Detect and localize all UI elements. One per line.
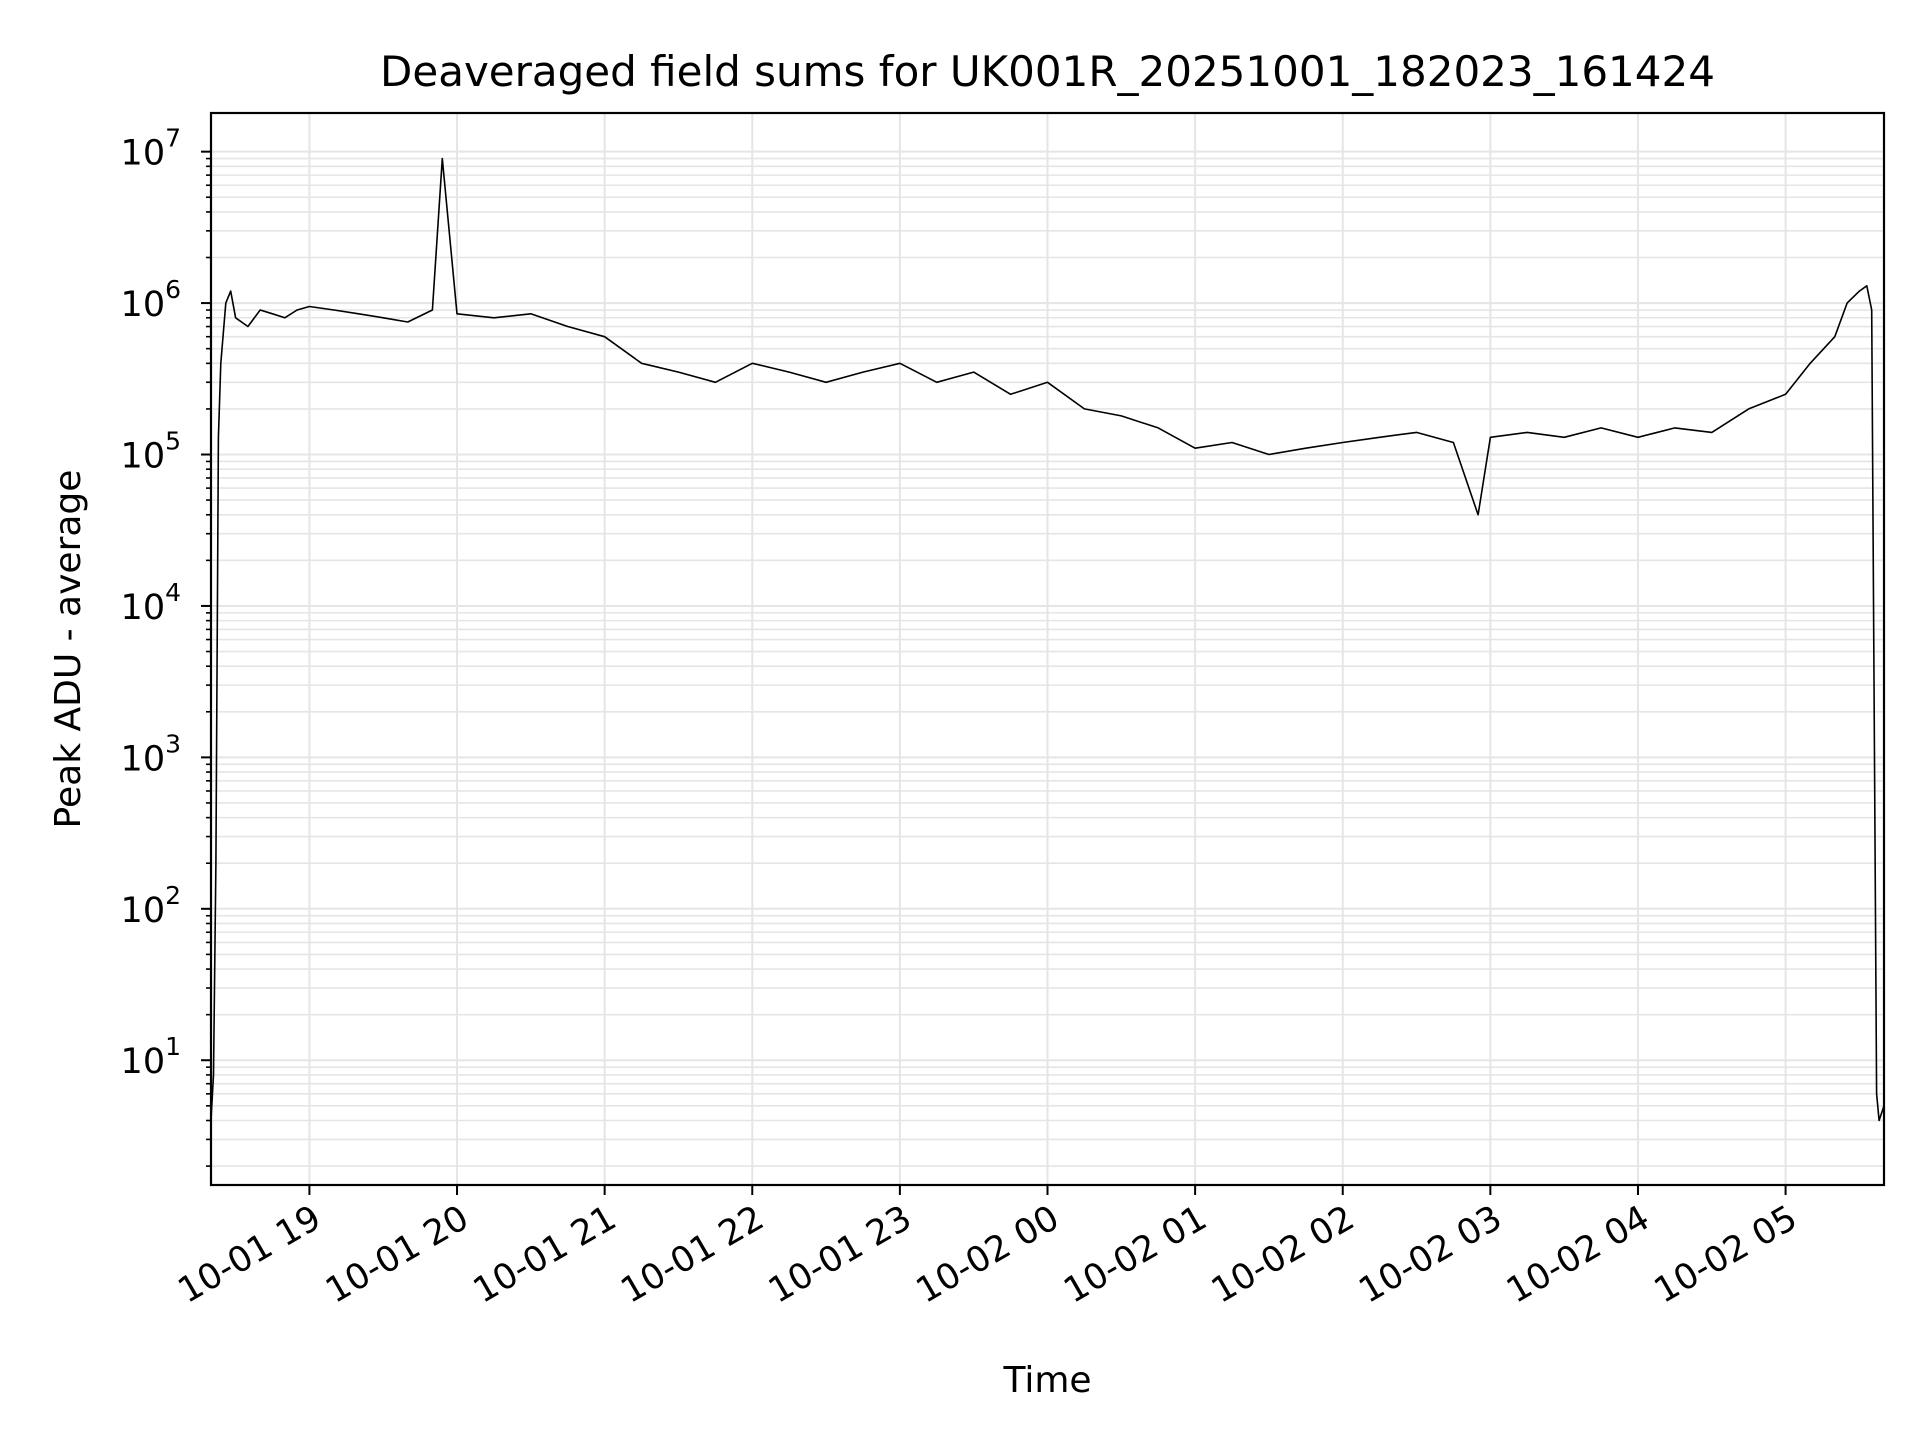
x-tick-label: 10-01 21 [467,1198,623,1311]
y-tick-label: 106 [121,275,181,325]
x-tick-label: 10-02 03 [1353,1198,1509,1311]
x-tick-label: 10-02 02 [1205,1198,1361,1311]
x-tick-label: 10-01 20 [319,1198,475,1311]
y-tick-label: 107 [121,124,181,174]
y-tick-label: 101 [121,1032,181,1082]
y-tick-label: 102 [121,881,181,931]
x-axis-label: Time [1002,1360,1091,1401]
x-tick-label: 10-02 01 [1057,1198,1213,1311]
y-axis: 101 102 103 104 105 106 107 [121,124,211,1167]
y-tick-label: 103 [121,729,181,779]
x-tick-label: 10-01 23 [762,1198,918,1311]
x-tick-label: 10-02 05 [1648,1198,1804,1311]
grid [211,113,1884,1185]
x-tick-label: 10-01 19 [172,1198,328,1311]
x-tick-label: 10-02 04 [1500,1198,1656,1311]
chart-title: Deaveraged field sums for UK001R_2025100… [380,47,1715,96]
y-tick-label: 104 [121,578,181,628]
series-line [210,157,1885,1122]
y-tick-label: 105 [121,427,181,477]
x-tick-label: 10-01 22 [614,1198,770,1311]
x-tick-label: 10-02 00 [910,1198,1066,1311]
y-axis-label: Peak ADU - average [48,470,89,829]
series-layer [210,157,1885,1122]
